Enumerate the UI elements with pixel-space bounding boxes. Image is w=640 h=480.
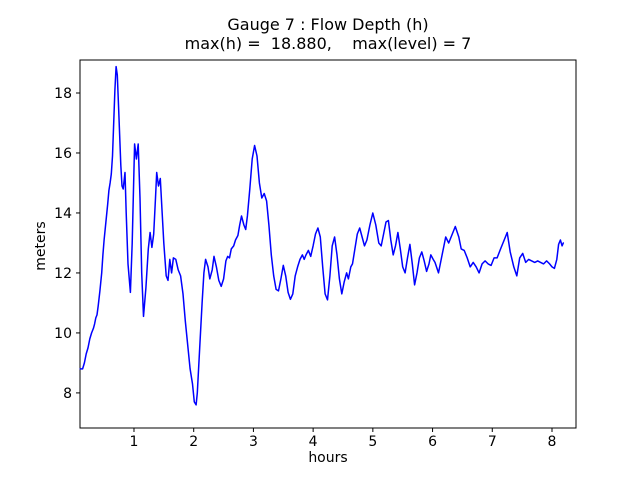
chart-title: Gauge 7 : Flow Depth (h) — [227, 15, 429, 34]
y-tick-label: 10 — [54, 326, 72, 342]
y-tick-label: 18 — [54, 86, 72, 102]
x-tick-label: 5 — [368, 434, 377, 450]
x-tick-label: 4 — [309, 434, 318, 450]
axes-border — [79, 59, 577, 429]
x-axis-label: hours — [308, 450, 348, 466]
y-axis-label: meters — [33, 221, 49, 271]
flow-depth-line — [79, 65, 565, 406]
y-tick-label: 8 — [63, 386, 72, 402]
x-tick-label: 3 — [249, 434, 258, 450]
x-tick-label: 8 — [548, 434, 557, 450]
x-tick-label: 1 — [130, 434, 139, 450]
x-tick-label: 6 — [428, 434, 437, 450]
y-tick-label: 16 — [54, 146, 72, 162]
chart-subtitle: max(h) = 18.880, max(level) = 7 — [184, 34, 472, 53]
x-tick-label: 2 — [189, 434, 198, 450]
title-block: Gauge 7 : Flow Depth (h) max(h) = 18.880… — [80, 15, 576, 53]
y-tick-label: 14 — [54, 206, 72, 222]
y-tick-label: 12 — [54, 266, 72, 282]
x-tick-label: 7 — [488, 434, 497, 450]
